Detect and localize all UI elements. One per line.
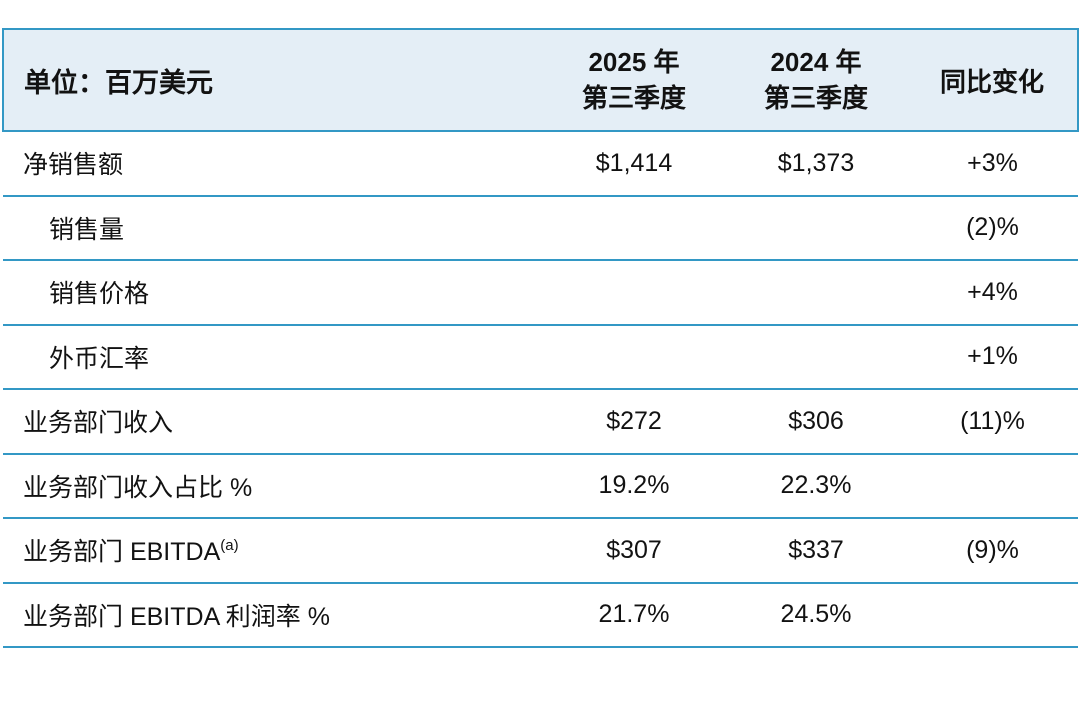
value-q3-2024: 24.5% <box>725 582 907 648</box>
yoy-header-cell: 同比变化 <box>907 28 1079 132</box>
value-q3-2025 <box>543 195 725 261</box>
value-yoy: (11)% <box>907 389 1078 455</box>
q3-2024-header-line1: 2024 年 <box>770 47 862 77</box>
row-label: 外币汇率 <box>3 324 543 390</box>
value-q3-2024 <box>725 324 907 390</box>
value-yoy: +1% <box>907 324 1078 390</box>
value-q3-2024: $337 <box>725 518 907 584</box>
value-yoy <box>907 582 1078 648</box>
value-yoy: +3% <box>907 131 1078 197</box>
value-q3-2025 <box>543 260 725 326</box>
table-row: 销售价格 +4% <box>3 260 1078 326</box>
table-row: 业务部门收入占比 % 19.2% 22.3% <box>3 453 1078 519</box>
row-label: 销售量 <box>3 195 543 261</box>
q3-2025-header-cell: 2025 年 第三季度 <box>543 28 725 132</box>
value-yoy: +4% <box>907 260 1078 326</box>
footnote-marker: (a) <box>220 537 239 555</box>
row-label: 业务部门 EBITDA(a) <box>3 518 543 584</box>
value-yoy: (9)% <box>907 518 1078 584</box>
table-row: 业务部门 EBITDA(a) $307 $337 (9)% <box>3 518 1078 584</box>
value-q3-2024: $306 <box>725 389 907 455</box>
row-label: 净销售额 <box>3 131 543 197</box>
value-q3-2024: 22.3% <box>725 453 907 519</box>
unit-header-cell: 单位：百万美元 <box>2 28 543 132</box>
q3-2024-header-line2: 第三季度 <box>763 83 868 113</box>
q3-2024-header-cell: 2024 年 第三季度 <box>725 28 907 132</box>
table-row: 外币汇率 +1% <box>3 324 1078 390</box>
table-row: 销售量 (2)% <box>3 195 1078 261</box>
value-yoy: (2)% <box>907 195 1078 261</box>
value-q3-2024: $1,373 <box>725 131 907 197</box>
row-label: 业务部门收入占比 % <box>3 453 543 519</box>
value-q3-2025: $1,414 <box>543 131 725 197</box>
row-label: 业务部门 EBITDA 利润率 % <box>3 582 543 648</box>
q3-2025-header-line2: 第三季度 <box>581 83 686 113</box>
value-yoy <box>907 453 1078 519</box>
row-label-text: 业务部门 EBITDA <box>23 538 221 567</box>
value-q3-2024 <box>725 195 907 261</box>
value-q3-2025: 21.7% <box>543 582 725 648</box>
value-q3-2025: $272 <box>543 389 725 455</box>
value-q3-2025 <box>543 324 725 390</box>
row-label: 业务部门收入 <box>3 389 543 455</box>
table-row: 业务部门收入 $272 $306 (11)% <box>3 389 1078 455</box>
table-row: 业务部门 EBITDA 利润率 % 21.7% 24.5% <box>3 582 1078 648</box>
row-label: 销售价格 <box>3 260 543 326</box>
table-row: 净销售额 $1,414 $1,373 +3% <box>3 131 1078 197</box>
table-header-row: 单位：百万美元 2025 年 第三季度 2024 年 第三季度 同比变化 <box>2 28 1079 132</box>
value-q3-2025: $307 <box>543 518 725 584</box>
q3-2025-header-line1: 2025 年 <box>588 47 680 77</box>
value-q3-2025: 19.2% <box>543 453 725 519</box>
value-q3-2024 <box>725 260 907 326</box>
financial-results-table: 单位：百万美元 2025 年 第三季度 2024 年 第三季度 同比变化 净销售… <box>2 28 1079 648</box>
